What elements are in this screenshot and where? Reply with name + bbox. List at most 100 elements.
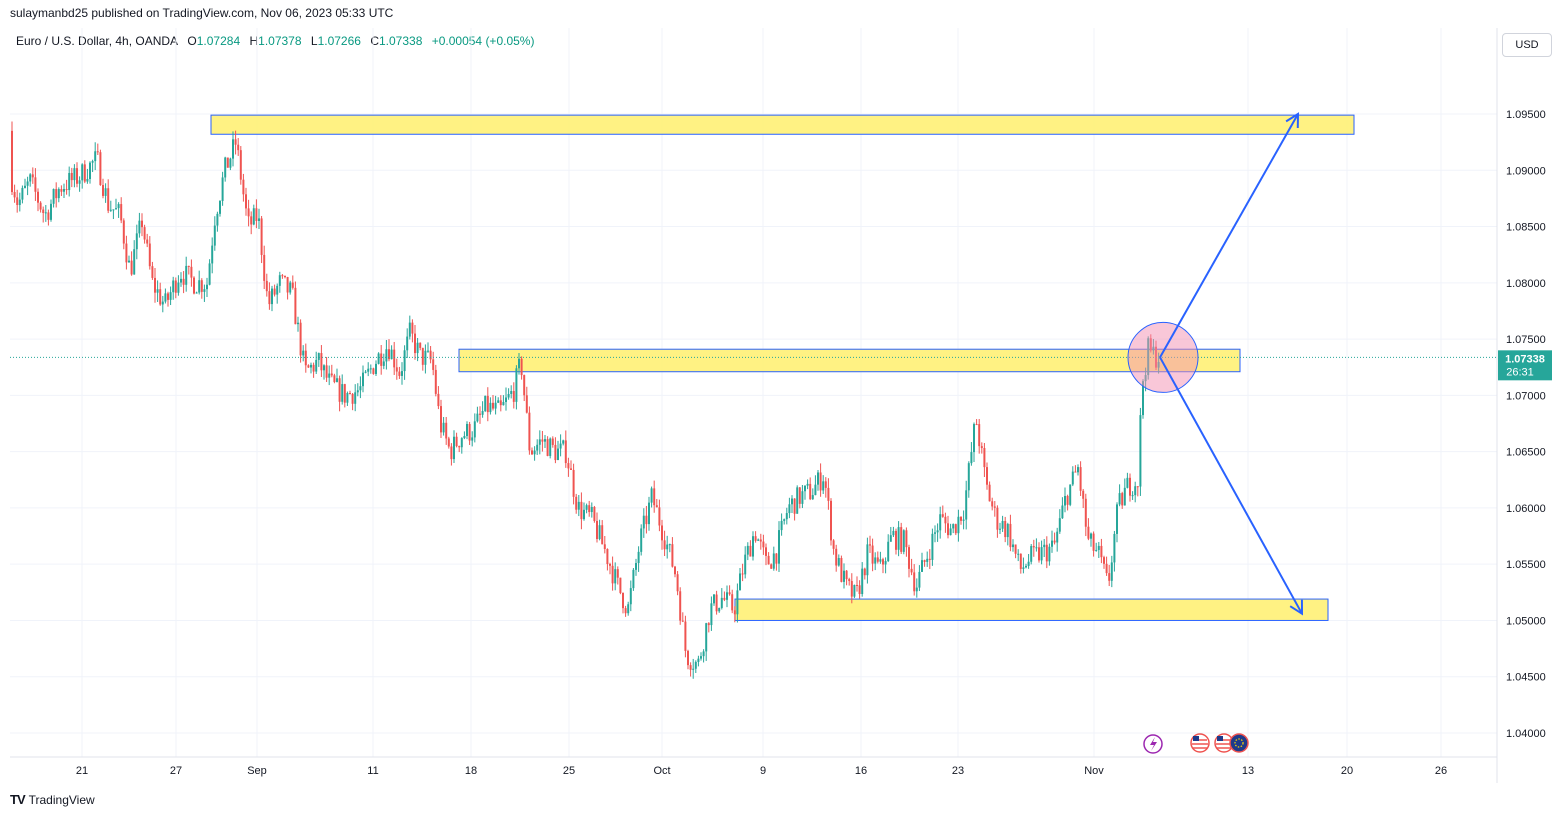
bull-candle [135, 233, 138, 250]
bull-candle [918, 571, 921, 588]
bear-candle [658, 507, 661, 526]
eu-flag-icon[interactable] [1229, 733, 1249, 753]
projection-arrow-2 [1159, 356, 1303, 615]
bull-candle [866, 544, 869, 576]
bull-candle [211, 245, 214, 264]
bear-candle [16, 197, 19, 206]
bear-candle [1105, 563, 1108, 574]
bear-candle [76, 168, 78, 184]
bear-candle [234, 139, 237, 145]
bull-candle [822, 481, 825, 491]
bull-candle [640, 528, 643, 552]
bear-candle [983, 448, 986, 468]
currency-button[interactable]: USD [1502, 33, 1552, 57]
bear-candle [895, 530, 897, 550]
bear-candle [1136, 486, 1139, 488]
bear-candle [141, 220, 143, 228]
bull-candle [965, 490, 968, 520]
bear-candle [869, 544, 871, 546]
bear-candle [572, 469, 575, 497]
bull-candle [112, 209, 115, 211]
bull-candle [744, 554, 747, 575]
bull-candle [874, 557, 877, 564]
bear-candle [31, 174, 34, 178]
bull-candle [289, 282, 292, 293]
bear-candle [793, 498, 796, 514]
bear-candle [619, 577, 622, 593]
bull-candle [377, 353, 380, 364]
bear-candle [830, 500, 832, 541]
bear-candle [351, 393, 354, 404]
bear-candle [39, 202, 42, 210]
bear-candle [338, 378, 341, 402]
bull-candle [837, 558, 840, 566]
bear-candle [655, 505, 658, 508]
bull-candle [720, 597, 723, 608]
bear-candle [882, 559, 884, 565]
bull-candle [216, 213, 219, 226]
bear-candle [154, 277, 156, 293]
bear-candle [863, 568, 866, 576]
bull-candle [224, 157, 227, 178]
bull-candle [1077, 467, 1079, 473]
bear-candle [993, 506, 996, 508]
bear-candle [450, 446, 453, 460]
time-tick-label: 25 [563, 765, 575, 777]
bear-candle [99, 152, 102, 186]
bear-candle [840, 558, 843, 582]
bar-countdown: 26:31 [1506, 366, 1534, 378]
bear-candle [1004, 520, 1007, 538]
bull-candle [549, 438, 552, 456]
bear-candle [146, 239, 149, 244]
bear-candle [250, 216, 253, 225]
bull-candle [473, 421, 476, 438]
bull-candle [213, 225, 216, 246]
bear-candle [770, 564, 773, 569]
symbol-name[interactable]: Euro / U.S. Dollar, 4h, OANDA [16, 34, 179, 48]
bull-candle [1097, 545, 1100, 550]
bull-candle [1113, 533, 1116, 563]
bear-candle [731, 594, 734, 611]
bull-candle [310, 364, 312, 368]
bear-candle [440, 406, 442, 433]
bear-candle [663, 540, 666, 550]
price-tick-label: 1.09000 [1506, 165, 1546, 177]
bull-candle [853, 584, 856, 597]
bear-candle [928, 558, 931, 560]
bull-candle [1001, 520, 1004, 529]
bear-candle [754, 536, 757, 541]
price-tick-label: 1.07000 [1506, 390, 1546, 402]
bull-candle [494, 402, 497, 409]
bear-candle [187, 265, 190, 267]
bear-candle [611, 565, 614, 584]
bull-candle [1030, 546, 1033, 562]
bull-candle [1040, 547, 1043, 561]
bull-candle [635, 563, 637, 570]
close-label: C [370, 34, 379, 48]
bull-candle [354, 392, 357, 404]
us-flag-icon[interactable] [1190, 733, 1210, 753]
bear-candle [130, 260, 133, 275]
bull-candle [632, 569, 635, 589]
bull-candle [814, 484, 817, 496]
us-flag-icon-2[interactable] [1214, 733, 1234, 753]
bear-candle [960, 516, 962, 521]
publisher-line: sulaymanbd25 published on TradingView.co… [10, 6, 394, 20]
time-tick-label: 16 [855, 765, 867, 777]
bull-candle [726, 592, 728, 600]
news-flash-icon[interactable] [1143, 734, 1163, 754]
bull-candle [934, 532, 936, 534]
bull-candle [515, 368, 518, 402]
bear-candle [411, 322, 414, 334]
bull-candle [892, 530, 895, 536]
change-value: +0.00054 (+0.05%) [431, 34, 535, 48]
bear-candle [996, 507, 999, 530]
bull-candle [362, 372, 364, 387]
bull-candle [884, 561, 887, 565]
bear-candle [988, 484, 991, 502]
bull-candle [297, 322, 299, 325]
high-label: H [249, 34, 259, 48]
bear-candle [55, 189, 58, 199]
bull-candle [1017, 553, 1020, 555]
